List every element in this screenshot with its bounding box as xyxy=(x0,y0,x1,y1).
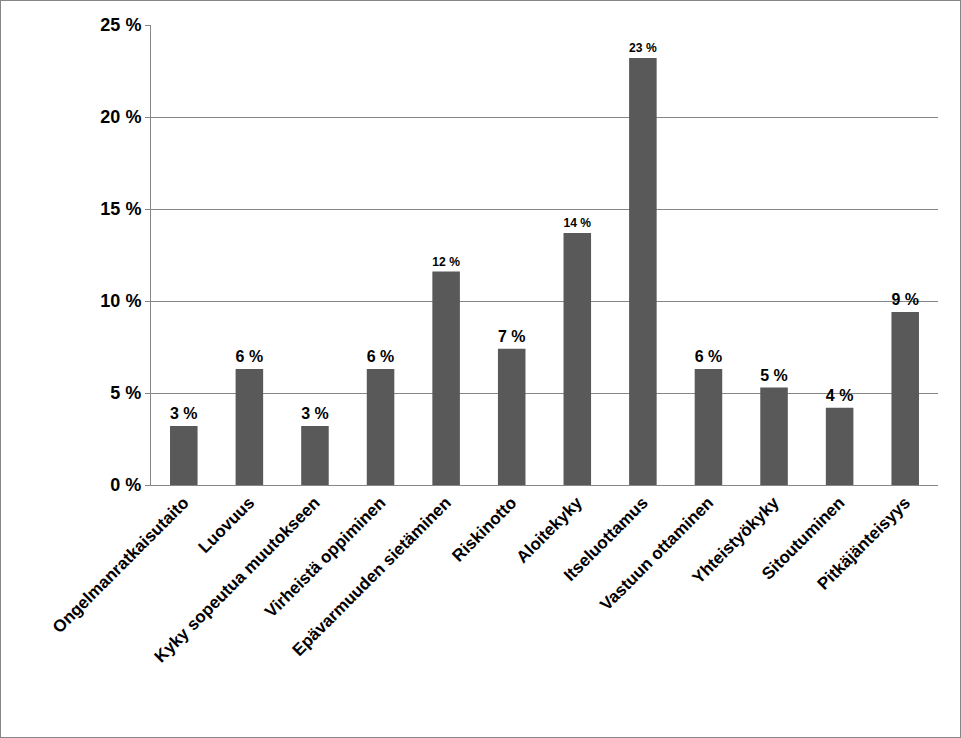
svg-text:Itseluottamus: Itseluottamus xyxy=(560,493,652,585)
svg-text:10 %: 10 % xyxy=(100,291,141,311)
svg-text:Luovuus: Luovuus xyxy=(195,493,259,557)
svg-text:3 %: 3 % xyxy=(170,405,198,422)
svg-text:12 %: 12 % xyxy=(432,255,460,269)
svg-text:Epävarmuuden sietäminen: Epävarmuuden sietäminen xyxy=(289,493,455,659)
svg-text:Kyky sopeutua muutokseen: Kyky sopeutua muutokseen xyxy=(151,493,324,666)
svg-text:3 %: 3 % xyxy=(301,405,329,422)
svg-text:Vastuun ottaminen: Vastuun ottaminen xyxy=(596,493,717,614)
svg-text:25 %: 25 % xyxy=(100,15,141,35)
svg-text:14 %: 14 % xyxy=(564,216,592,230)
svg-text:6 %: 6 % xyxy=(367,348,395,365)
svg-text:5 %: 5 % xyxy=(760,367,788,384)
svg-text:Ongelmanratkaisutaito: Ongelmanratkaisutaito xyxy=(49,493,193,637)
svg-text:0 %: 0 % xyxy=(110,475,141,495)
svg-text:9 %: 9 % xyxy=(891,291,919,308)
svg-text:15 %: 15 % xyxy=(100,199,141,219)
svg-text:20 %: 20 % xyxy=(100,107,141,127)
svg-text:6 %: 6 % xyxy=(695,348,723,365)
svg-text:Aloitekyky: Aloitekyky xyxy=(513,493,587,567)
svg-text:5 %: 5 % xyxy=(110,383,141,403)
svg-text:Virheistä oppiminen: Virheistä oppiminen xyxy=(261,493,389,621)
svg-text:23 %: 23 % xyxy=(629,41,657,55)
svg-text:Riskinotto: Riskinotto xyxy=(448,493,520,565)
svg-text:6 %: 6 % xyxy=(236,348,264,365)
svg-text:7 %: 7 % xyxy=(498,328,526,345)
svg-text:4 %: 4 % xyxy=(826,387,854,404)
svg-text:Sitoutuminen: Sitoutuminen xyxy=(758,493,848,583)
svg-text:Pitkäjänteisyys: Pitkäjänteisyys xyxy=(814,493,914,593)
svg-text:Yhteistyökyky: Yhteistyökyky xyxy=(689,493,784,588)
